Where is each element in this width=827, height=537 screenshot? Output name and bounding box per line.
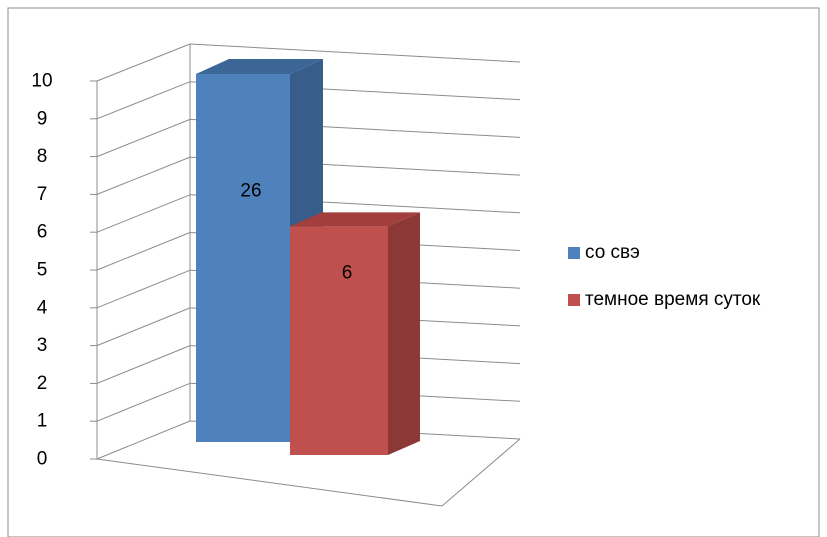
floor-front-edge [96,458,443,507]
chart-border [7,7,820,537]
legend-label-series-1: со свэ [585,242,640,263]
bar-top-series-2 [290,212,420,227]
gridline-side-2 [96,345,191,384]
data-label-series-1: 26 [240,181,261,202]
y-tick-label-2: 2 [37,373,48,394]
y-tick-label-10: 10 [31,71,52,92]
gridline-side-5 [96,232,191,271]
y-tick-label-7: 7 [37,184,48,205]
bar-front-series-1 [196,74,290,442]
gridline-side-7 [96,156,191,195]
data-label-series-2: 6 [342,263,353,284]
y-axis-tick-labels: 0 1 2 3 4 5 6 7 8 9 10 [31,71,52,470]
gridline-back-10 [189,43,521,63]
gridline-side-3 [96,307,191,347]
bar-side-series-2 [388,212,420,455]
y-tick-label-8: 8 [37,146,48,167]
y-tick-label-6: 6 [37,222,48,243]
bars [196,59,420,455]
y-tick-label-1: 1 [37,411,48,432]
gridline-side-8 [96,118,191,158]
y-tick-label-4: 4 [37,297,48,318]
y-tick-label-5: 5 [37,260,48,281]
legend-swatch-series-1 [568,247,580,259]
bar-top-series-1 [196,59,323,74]
bar-front-series-2 [290,226,388,455]
y-tick-label-0: 0 [37,449,48,470]
floor-right-edge [441,438,521,507]
gridline-side-0 [96,420,191,460]
y-tick-label-9: 9 [37,108,48,129]
y-tick-label-3: 3 [37,335,48,356]
gridline-side-9 [96,81,191,120]
gridline-side-4 [96,269,191,309]
gridline-side-6 [96,194,191,233]
legend-swatch-series-2 [568,294,580,306]
gridline-side-1 [96,382,191,422]
data-labels: 26 6 [240,181,352,284]
legend-label-series-2: темное время суток [585,289,761,310]
gridline-side-10 [96,43,191,82]
